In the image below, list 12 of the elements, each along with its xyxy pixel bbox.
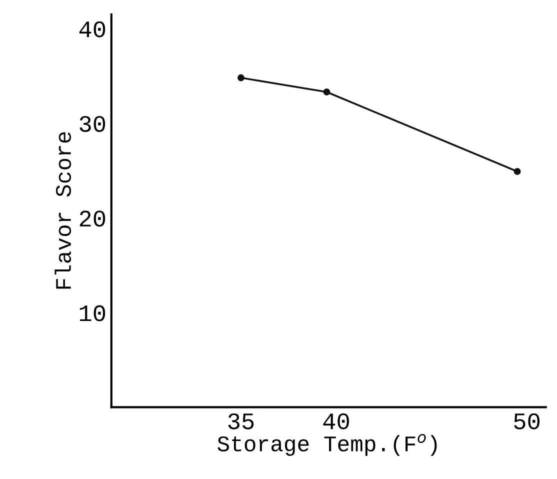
point xyxy=(238,74,244,82)
x-tick-label: 50 xyxy=(514,413,540,430)
y-tick-label: 10 xyxy=(80,305,106,322)
y-tick-label: 20 xyxy=(80,210,106,227)
y-tick-label: 40 xyxy=(79,21,106,38)
point xyxy=(323,88,330,96)
x-axis-title: Storage Temp.(F$^{o}$) xyxy=(218,434,437,456)
x-tick-label: 35 xyxy=(228,413,254,430)
y-tick-label: 30 xyxy=(80,116,106,132)
x-tick-label: 40 xyxy=(323,413,349,430)
y-axis-title: Flavor Score xyxy=(54,132,72,289)
point xyxy=(514,168,521,175)
